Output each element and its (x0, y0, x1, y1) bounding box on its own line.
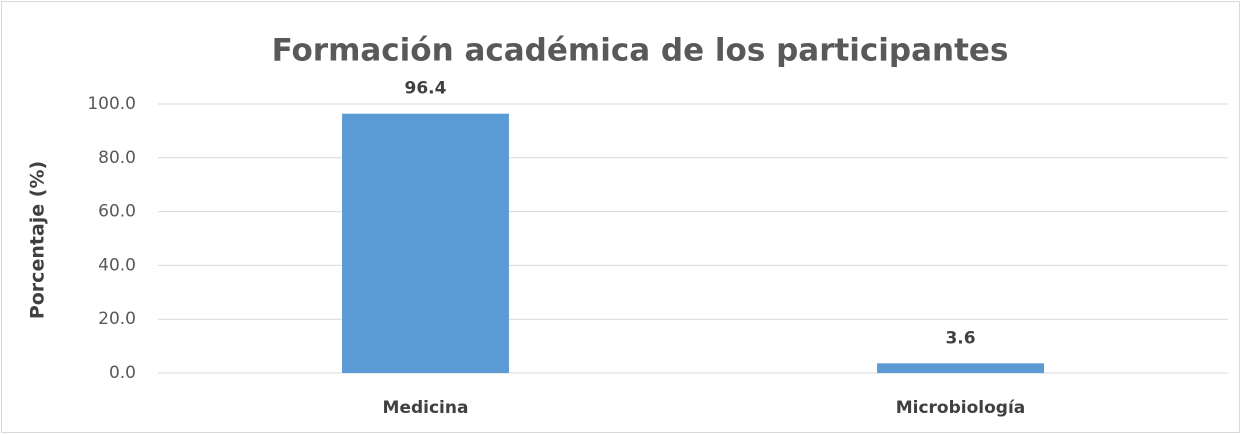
bar (342, 113, 509, 374)
y-tick-label: 20.0 (98, 309, 136, 329)
bar (877, 363, 1044, 373)
data-label: 3.6 (945, 328, 975, 348)
y-tick-label: 0.0 (109, 363, 136, 383)
data-label: 96.4 (405, 79, 447, 99)
y-tick-label: 40.0 (98, 255, 136, 275)
chart-title: Formación académica de los participantes (272, 33, 1009, 69)
y-tick-label: 80.0 (98, 148, 136, 168)
y-axis-label: Porcentaje (%) (27, 161, 49, 319)
x-tick-label: Microbiología (896, 398, 1026, 418)
y-tick-label: 60.0 (98, 202, 136, 222)
y-tick-label: 100.0 (87, 94, 136, 114)
x-tick-label: Medicina (383, 398, 469, 418)
